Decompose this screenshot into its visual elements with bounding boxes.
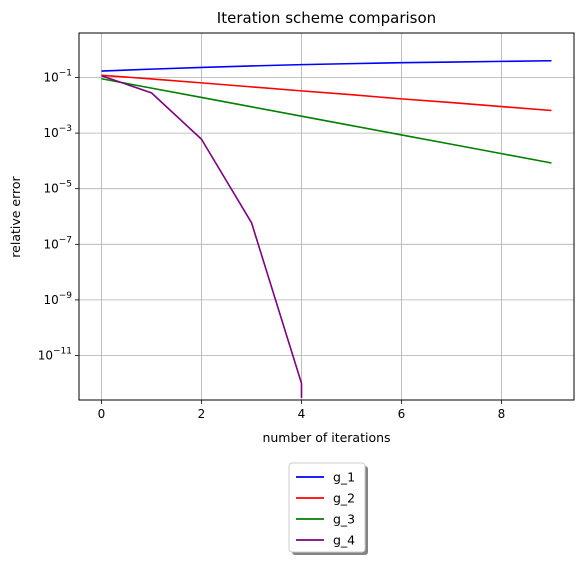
grid-lines — [79, 33, 574, 400]
axis-ticks: 0 2 4 6 8 10−11 10−9 10−7 10−5 10−3 10−1 — [38, 68, 506, 421]
x-tick-label: 8 — [498, 407, 506, 421]
y-tick-label: 10−9 — [43, 291, 72, 307]
legend-label: g_3 — [333, 512, 355, 527]
y-tick-label: 10−1 — [43, 68, 72, 84]
series-line-g-3 — [101, 77, 552, 164]
series-line-g-2 — [101, 74, 552, 112]
y-axis-label: relative error — [8, 175, 23, 257]
legend-label: g_1 — [333, 470, 355, 485]
y-tick-label: 10−5 — [43, 180, 72, 196]
series-line-g-1 — [101, 59, 552, 72]
x-tick-label: 6 — [398, 407, 406, 421]
legend: g_1 g_2 g_3 g_4 — [288, 462, 368, 555]
legend-box — [288, 462, 366, 553]
x-axis-label: number of iterations — [262, 430, 390, 445]
x-tick-label: 0 — [98, 407, 106, 421]
legend-label: g_2 — [333, 491, 355, 506]
series-lines — [101, 59, 552, 398]
x-tick-label: 2 — [198, 407, 206, 421]
x-tick-label: 4 — [298, 407, 306, 421]
y-tick-label: 10−7 — [43, 235, 72, 251]
y-tick-label: 10−11 — [38, 347, 72, 363]
y-tick-label: 10−3 — [43, 124, 72, 140]
plot-frame — [78, 32, 575, 401]
legend-label: g_4 — [333, 533, 355, 548]
chart-title: Iteration scheme comparison — [217, 9, 436, 27]
series-line-g-4 — [101, 75, 303, 398]
